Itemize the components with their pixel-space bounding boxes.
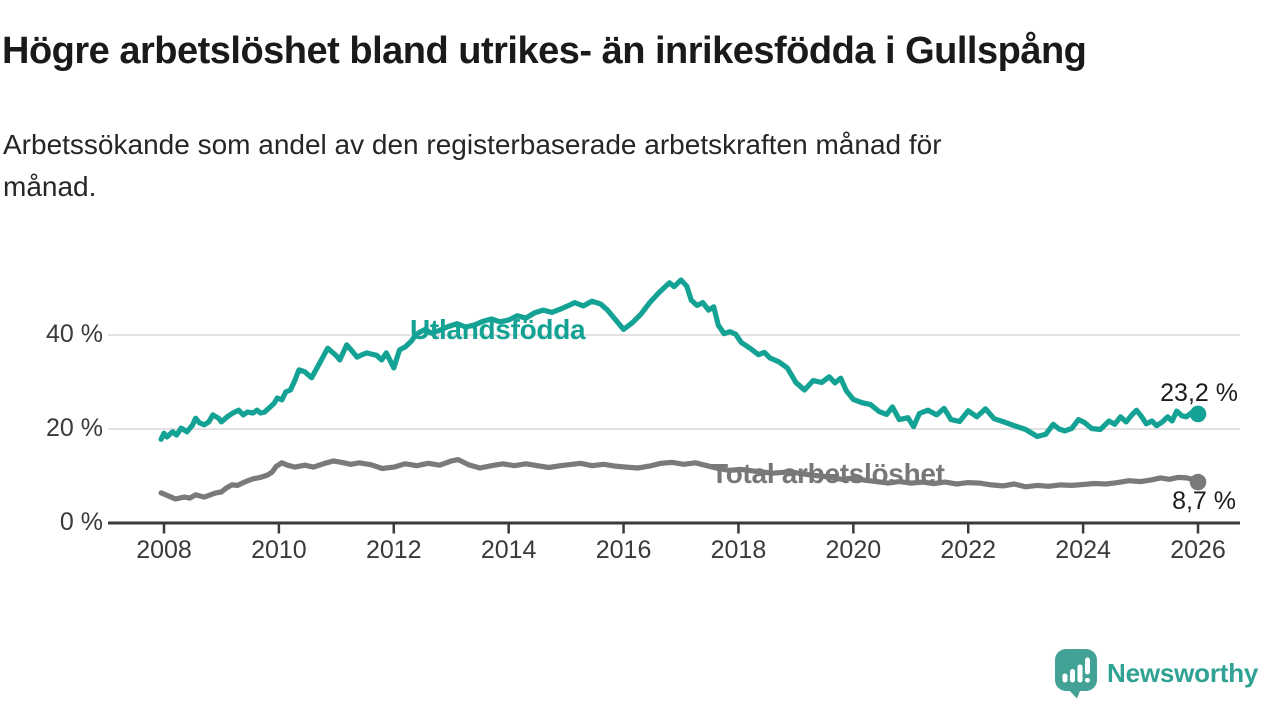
x-axis-tick-label: 2012	[365, 536, 422, 564]
x-axis-tick-label: 2008	[136, 536, 192, 564]
end-dot-utlandsfodda	[1189, 405, 1207, 423]
newsworthy-speech-bubble-icon	[1055, 649, 1097, 699]
y-axis-tick-label: 0 %	[59, 508, 103, 536]
end-dot-total-arbetsloshet	[1189, 473, 1207, 491]
y-axis-tick-label: 40 %	[46, 320, 103, 348]
series-label-total-arbetsloshet: Total arbetslöshet	[711, 458, 945, 489]
subtitle-line-2: månad.	[3, 171, 97, 202]
x-axis-tick-label: 2026	[1170, 536, 1226, 564]
y-axis-tick-label: 20 %	[46, 414, 103, 442]
series-label-utlandsfodda: Utlandsfödda	[410, 314, 586, 345]
subtitle-line-1: Arbetssökande som andel av den registerb…	[3, 129, 942, 160]
newsworthy-logo: Newsworthy	[1054, 648, 1258, 699]
newsworthy-wordmark: Newsworthy	[1107, 658, 1259, 688]
x-axis-tick-label: 2022	[940, 536, 997, 564]
x-axis-tick-label: 2024	[1055, 536, 1111, 564]
x-axis-tick-label: 2018	[710, 536, 767, 564]
chart-subtitle: Arbetssökande som andel av den registerb…	[3, 124, 942, 208]
page-title: Högre arbetslöshet bland utrikes- än inr…	[2, 30, 1087, 72]
x-axis-tick-label: 2020	[825, 536, 882, 564]
end-value-label-utlandsfodda: 23,2 %	[1160, 379, 1238, 407]
end-value-label-total-arbetsloshet: 8,7 %	[1172, 487, 1236, 515]
x-axis-tick-label: 2010	[251, 536, 307, 564]
series-line-utlandsfodda	[158, 277, 1201, 442]
series-line-total-arbetsloshet	[158, 457, 1201, 502]
x-axis-tick-label: 2014	[480, 536, 537, 564]
x-axis-tick-label: 2016	[595, 536, 652, 564]
